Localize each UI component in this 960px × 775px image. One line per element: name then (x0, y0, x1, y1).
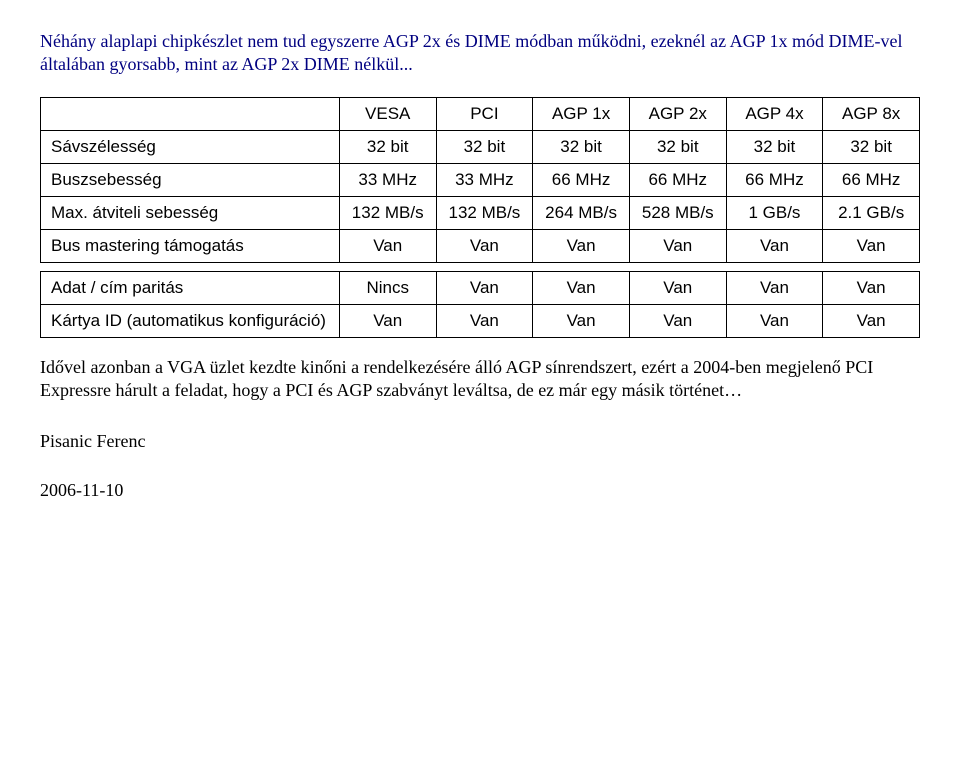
row-label: Bus mastering támogatás (41, 229, 340, 262)
table-row: Max. átviteli sebesség 132 MB/s 132 MB/s… (41, 196, 920, 229)
cell: Van (339, 304, 436, 337)
cell: Van (629, 304, 726, 337)
cell: 132 MB/s (339, 196, 436, 229)
cell: Van (726, 304, 823, 337)
cell: 32 bit (726, 130, 823, 163)
cell: 66 MHz (629, 163, 726, 196)
cell: Nincs (339, 271, 436, 304)
cell: 1 GB/s (726, 196, 823, 229)
cell: Van (533, 271, 630, 304)
cell: Van (726, 229, 823, 262)
cell: Van (823, 304, 920, 337)
cell: 32 bit (533, 130, 630, 163)
cell: 528 MB/s (629, 196, 726, 229)
cell: Van (436, 304, 533, 337)
header-cell: VESA (339, 97, 436, 130)
table-header-row: VESA PCI AGP 1x AGP 2x AGP 4x AGP 8x (41, 97, 920, 130)
cell: 264 MB/s (533, 196, 630, 229)
cell: Van (823, 229, 920, 262)
header-cell: AGP 4x (726, 97, 823, 130)
cell: 132 MB/s (436, 196, 533, 229)
header-cell: PCI (436, 97, 533, 130)
cell: 66 MHz (726, 163, 823, 196)
cell: 2.1 GB/s (823, 196, 920, 229)
cell: 32 bit (339, 130, 436, 163)
spec-table-1: VESA PCI AGP 1x AGP 2x AGP 4x AGP 8x Sáv… (40, 97, 920, 263)
cell: 66 MHz (823, 163, 920, 196)
cell: 32 bit (629, 130, 726, 163)
table-row: Buszsebesség 33 MHz 33 MHz 66 MHz 66 MHz… (41, 163, 920, 196)
intro-paragraph: Néhány alaplapi chipkészlet nem tud egys… (40, 30, 920, 77)
cell: Van (339, 229, 436, 262)
row-label: Buszsebesség (41, 163, 340, 196)
cell: Van (533, 304, 630, 337)
cell: 66 MHz (533, 163, 630, 196)
row-label: Sávszélesség (41, 130, 340, 163)
cell: Van (436, 271, 533, 304)
cell: 32 bit (436, 130, 533, 163)
table-row: Bus mastering támogatás Van Van Van Van … (41, 229, 920, 262)
spec-table-2: Adat / cím paritás Nincs Van Van Van Van… (40, 271, 920, 338)
table-row: Adat / cím paritás Nincs Van Van Van Van… (41, 271, 920, 304)
table-row: Sávszélesség 32 bit 32 bit 32 bit 32 bit… (41, 130, 920, 163)
cell: Van (436, 229, 533, 262)
cell: Van (726, 271, 823, 304)
header-cell: AGP 8x (823, 97, 920, 130)
cell: 33 MHz (436, 163, 533, 196)
cell: 32 bit (823, 130, 920, 163)
row-label: Kártya ID (automatikus konfiguráció) (41, 304, 340, 337)
row-label: Adat / cím paritás (41, 271, 340, 304)
header-cell (41, 97, 340, 130)
document-date: 2006-11-10 (40, 480, 920, 501)
table-row: Kártya ID (automatikus konfiguráció) Van… (41, 304, 920, 337)
cell: Van (533, 229, 630, 262)
author-name: Pisanic Ferenc (40, 431, 920, 452)
header-cell: AGP 1x (533, 97, 630, 130)
cell: Van (629, 229, 726, 262)
cell: Van (629, 271, 726, 304)
header-cell: AGP 2x (629, 97, 726, 130)
outro-paragraph: Idővel azonban a VGA üzlet kezdte kinőni… (40, 356, 920, 403)
row-label: Max. átviteli sebesség (41, 196, 340, 229)
cell: 33 MHz (339, 163, 436, 196)
cell: Van (823, 271, 920, 304)
